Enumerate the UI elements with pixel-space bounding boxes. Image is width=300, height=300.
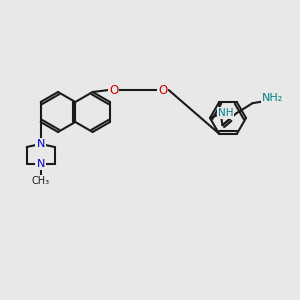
- Text: O: O: [109, 83, 118, 97]
- Text: NH₂: NH₂: [262, 93, 283, 103]
- Text: NH: NH: [218, 108, 233, 118]
- Text: N: N: [37, 159, 45, 169]
- Text: N: N: [37, 139, 45, 149]
- Text: O: O: [158, 83, 167, 97]
- Text: CH₃: CH₃: [32, 176, 50, 186]
